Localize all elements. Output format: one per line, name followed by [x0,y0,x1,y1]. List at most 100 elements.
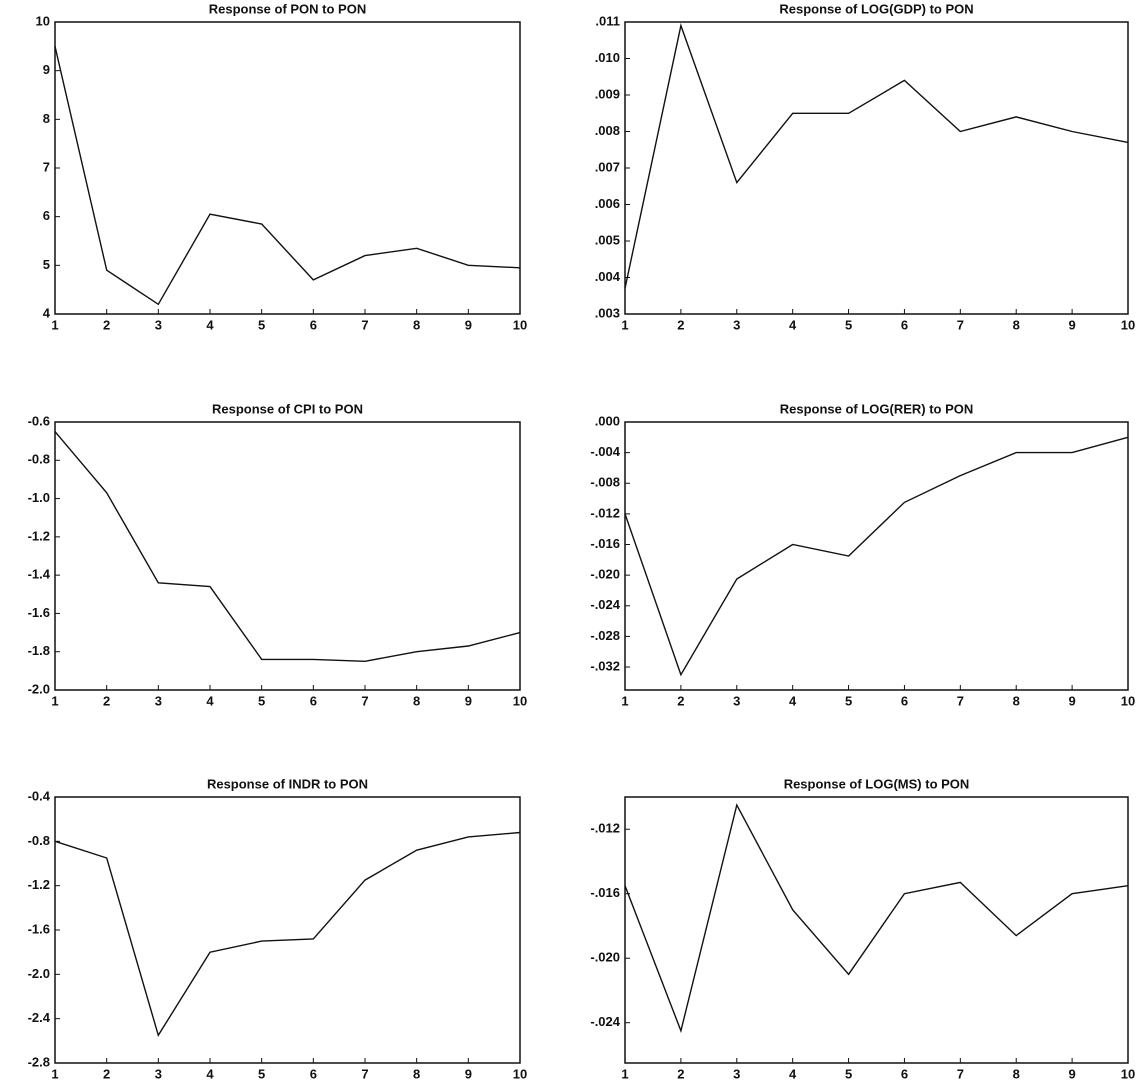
response-line [625,26,1128,289]
x-tick-label: 3 [155,1066,162,1081]
x-tick-label: 5 [258,693,265,708]
x-tick-label: 4 [789,693,797,708]
y-tick-label: 4 [43,305,51,320]
plot-frame [625,797,1128,1063]
x-tick-label: 9 [1068,693,1075,708]
x-tick-label: 4 [206,693,214,708]
y-tick-label: -2.8 [28,1054,50,1069]
x-tick-label: 7 [361,317,368,332]
y-tick-label: .005 [595,232,620,247]
response-line [625,437,1128,674]
y-tick-label: -.020 [590,567,620,582]
y-tick-label: -.032 [590,658,620,673]
x-tick-label: 4 [206,317,214,332]
y-tick-label: 6 [43,208,50,223]
x-tick-label: 6 [901,317,908,332]
x-tick-label: 1 [51,1066,58,1081]
x-tick-label: 4 [206,1066,214,1081]
x-tick-label: 4 [789,1066,797,1081]
x-tick-label: 1 [621,693,628,708]
x-tick-label: 6 [310,1066,317,1081]
x-tick-label: 10 [1121,693,1135,708]
x-tick-label: 1 [621,317,628,332]
y-tick-label: -.024 [590,1014,620,1029]
chart-title: Response of LOG(RER) to PON [780,401,974,416]
y-tick-label: -2.0 [28,966,50,981]
y-tick-label: .003 [595,305,620,320]
y-tick-label: .009 [595,86,620,101]
y-tick-label: -.008 [590,475,620,490]
x-tick-label: 3 [155,693,162,708]
x-tick-label: 9 [1068,317,1075,332]
plot-frame [55,422,520,690]
plot-frame [625,22,1128,314]
y-tick-label: -.016 [590,536,620,551]
y-tick-label: 7 [43,159,50,174]
x-tick-label: 7 [957,693,964,708]
y-tick-label: -1.2 [28,528,50,543]
x-tick-label: 3 [155,317,162,332]
y-tick-label: -1.8 [28,643,50,658]
x-tick-label: 2 [103,693,110,708]
y-tick-label: 9 [43,62,50,77]
x-tick-label: 8 [413,1066,420,1081]
x-tick-label: 1 [621,1066,628,1081]
plot-frame [625,422,1128,690]
y-tick-label: -2.4 [28,1010,51,1025]
response-line [55,432,520,662]
x-tick-label: 8 [413,693,420,708]
x-tick-label: 9 [1068,1066,1075,1081]
x-tick-label: 10 [1121,317,1135,332]
x-tick-label: 8 [1013,317,1020,332]
y-tick-label: .000 [595,413,620,428]
x-tick-label: 6 [901,1066,908,1081]
y-tick-label: -1.0 [28,490,50,505]
x-tick-label: 10 [1121,1066,1135,1081]
y-tick-label: -.012 [590,505,620,520]
plot-frame [55,22,520,314]
y-tick-label: -1.6 [28,921,50,936]
y-tick-label: -0.8 [28,452,50,467]
chart-title: Response of INDR to PON [207,776,368,791]
x-tick-label: 2 [103,1066,110,1081]
y-tick-label: .004 [595,269,621,284]
x-tick-label: 5 [258,317,265,332]
x-tick-label: 6 [310,317,317,332]
y-tick-label: 10 [36,13,50,28]
x-tick-label: 8 [1013,693,1020,708]
y-tick-label: -.024 [590,597,620,612]
chart-title: Response of CPI to PON [212,401,363,416]
y-tick-label: -2.0 [28,681,50,696]
plot-frame [55,797,520,1063]
x-tick-label: 3 [733,1066,740,1081]
chart-title: Response of PON to PON [209,1,366,16]
x-tick-label: 2 [677,317,684,332]
x-tick-label: 10 [513,317,527,332]
y-tick-label: -0.6 [28,413,50,428]
y-tick-label: -.016 [590,885,620,900]
x-tick-label: 6 [310,693,317,708]
y-tick-label: -.012 [590,821,620,836]
x-tick-label: 9 [465,1066,472,1081]
x-tick-label: 7 [957,317,964,332]
chart-title: Response of LOG(MS) to PON [784,776,970,791]
y-tick-label: -1.4 [28,567,51,582]
y-tick-label: -.020 [590,950,620,965]
chart-grid: Response of PON to PON 4 5 6 7 8 9 10 1 2 3 4 5 6 7 8 9 1… [0,0,1148,1087]
x-tick-label: 2 [677,693,684,708]
x-tick-label: 9 [465,317,472,332]
response-line [55,46,520,304]
x-tick-label: 1 [51,693,58,708]
x-tick-label: 6 [901,693,908,708]
x-tick-label: 10 [513,1066,527,1081]
x-tick-label: 5 [845,693,852,708]
y-tick-label: .011 [595,13,620,28]
x-tick-label: 7 [361,1066,368,1081]
x-tick-label: 2 [103,317,110,332]
y-tick-label: -1.2 [28,877,50,892]
response-line [55,833,520,1036]
chart-title: Response of LOG(GDP) to PON [779,1,973,16]
y-tick-label: .008 [595,123,620,138]
y-tick-label: .006 [595,196,620,211]
y-tick-label: -1.6 [28,605,50,620]
